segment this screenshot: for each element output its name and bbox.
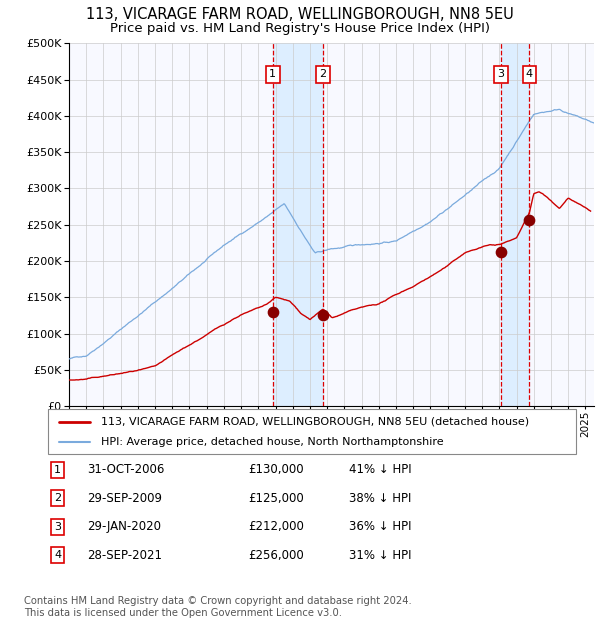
FancyBboxPatch shape: [48, 409, 576, 454]
Bar: [272, 43, 323, 406]
Point: [268, 307, 277, 317]
Text: 1: 1: [269, 69, 276, 79]
Text: 2: 2: [319, 69, 326, 79]
Bar: [501, 43, 529, 406]
Text: 28-SEP-2021: 28-SEP-2021: [88, 549, 163, 562]
Text: £125,000: £125,000: [248, 492, 304, 505]
Text: 1: 1: [54, 464, 61, 475]
Point: [524, 215, 534, 225]
Text: 4: 4: [54, 550, 61, 560]
Text: 3: 3: [497, 69, 504, 79]
Text: HPI: Average price, detached house, North Northamptonshire: HPI: Average price, detached house, Nort…: [101, 436, 443, 447]
Text: 41% ↓ HPI: 41% ↓ HPI: [349, 463, 412, 476]
Text: 29-JAN-2020: 29-JAN-2020: [88, 520, 161, 533]
Point: [318, 311, 328, 321]
Text: Price paid vs. HM Land Registry's House Price Index (HPI): Price paid vs. HM Land Registry's House …: [110, 22, 490, 35]
Text: 113, VICARAGE FARM ROAD, WELLINGBOROUGH, NN8 5EU: 113, VICARAGE FARM ROAD, WELLINGBOROUGH,…: [86, 7, 514, 22]
Text: 29-SEP-2009: 29-SEP-2009: [88, 492, 163, 505]
Text: 31-OCT-2006: 31-OCT-2006: [88, 463, 165, 476]
Text: £130,000: £130,000: [248, 463, 304, 476]
Text: £256,000: £256,000: [248, 549, 304, 562]
Text: 113, VICARAGE FARM ROAD, WELLINGBOROUGH, NN8 5EU (detached house): 113, VICARAGE FARM ROAD, WELLINGBOROUGH,…: [101, 417, 529, 427]
Text: 3: 3: [54, 521, 61, 532]
Text: 38% ↓ HPI: 38% ↓ HPI: [349, 492, 412, 505]
Text: 31% ↓ HPI: 31% ↓ HPI: [349, 549, 412, 562]
Point: [496, 247, 506, 257]
Text: 36% ↓ HPI: 36% ↓ HPI: [349, 520, 412, 533]
Text: £212,000: £212,000: [248, 520, 305, 533]
Text: Contains HM Land Registry data © Crown copyright and database right 2024.: Contains HM Land Registry data © Crown c…: [24, 596, 412, 606]
Text: This data is licensed under the Open Government Licence v3.0.: This data is licensed under the Open Gov…: [24, 608, 342, 618]
Text: 2: 2: [54, 493, 61, 503]
Text: 4: 4: [526, 69, 533, 79]
